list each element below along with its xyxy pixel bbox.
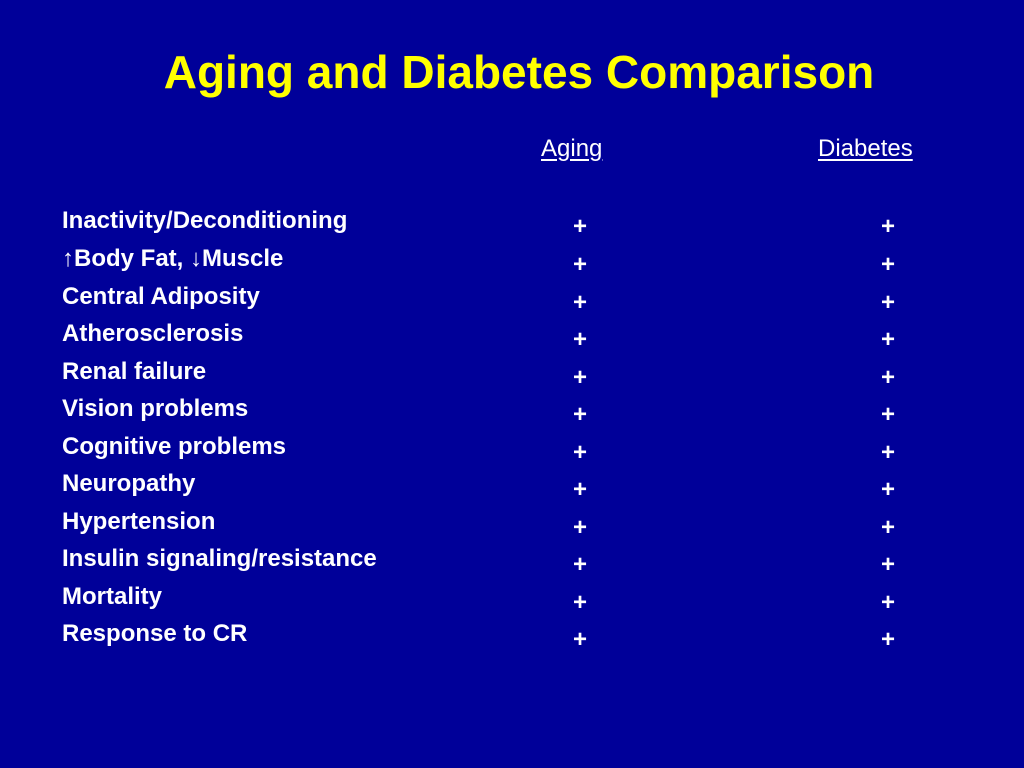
up-arrow-icon: ↑ [62, 245, 74, 272]
table-row: Renal failure + + [0, 358, 1024, 395]
table-row: Response to CR + + [0, 620, 1024, 657]
diabetes-mark: + [880, 364, 895, 391]
table-row: Vision problems + + [0, 395, 1024, 432]
row-label-part: Muscle [202, 245, 284, 272]
diabetes-mark: + [880, 326, 895, 353]
aging-mark: + [572, 439, 587, 466]
column-header-aging: Aging [541, 135, 603, 162]
aging-mark: + [572, 589, 587, 616]
row-label: Mortality [62, 583, 163, 610]
diabetes-mark: + [880, 439, 895, 466]
row-label: Insulin signaling/resistance [62, 545, 377, 572]
diabetes-mark: + [880, 551, 895, 578]
table-row: Inactivity/Deconditioning + + [0, 207, 1024, 244]
aging-mark: + [572, 476, 587, 503]
table-row: Central Adiposity + + [0, 283, 1024, 320]
aging-mark: + [572, 251, 587, 278]
aging-mark: + [572, 326, 587, 353]
diabetes-mark: + [880, 401, 895, 428]
table-row: Cognitive problems + + [0, 433, 1024, 470]
row-label: Response to CR [62, 620, 248, 647]
slide-title: Aging and Diabetes Comparison [163, 46, 875, 98]
diabetes-mark: + [880, 514, 895, 541]
row-label: Atherosclerosis [62, 320, 244, 347]
row-label: Renal failure [62, 358, 207, 385]
diabetes-mark: + [880, 476, 895, 503]
aging-mark: + [572, 364, 587, 391]
diabetes-mark: + [880, 626, 895, 653]
diabetes-mark: + [880, 213, 895, 240]
table-row: Mortality + + [0, 583, 1024, 620]
row-label: Hypertension [62, 508, 216, 535]
aging-mark: + [572, 289, 587, 316]
row-label: Inactivity/Deconditioning [62, 207, 348, 234]
diabetes-mark: + [880, 589, 895, 616]
row-label: Central Adiposity [62, 283, 260, 310]
aging-mark: + [572, 626, 587, 653]
aging-mark: + [572, 514, 587, 541]
row-label: Vision problems [62, 395, 249, 422]
row-label: Neuropathy [62, 470, 196, 497]
row-label-part: Body Fat, [74, 245, 191, 272]
table-row: Hypertension + + [0, 508, 1024, 545]
table-row: Insulin signaling/resistance + + [0, 545, 1024, 582]
row-label: Cognitive problems [62, 433, 287, 460]
aging-mark: + [572, 401, 587, 428]
column-header-diabetes: Diabetes [818, 135, 913, 162]
aging-mark: + [572, 551, 587, 578]
table-row: Atherosclerosis + + [0, 320, 1024, 357]
diabetes-mark: + [880, 251, 895, 278]
down-arrow-icon: ↓ [190, 245, 203, 272]
row-label: ↑Body Fat, ↓Muscle [62, 245, 283, 273]
aging-mark: + [572, 213, 587, 240]
diabetes-mark: + [880, 289, 895, 316]
table-row: ↑Body Fat, ↓Muscle + + [0, 245, 1024, 282]
table-row: Neuropathy + + [0, 470, 1024, 507]
